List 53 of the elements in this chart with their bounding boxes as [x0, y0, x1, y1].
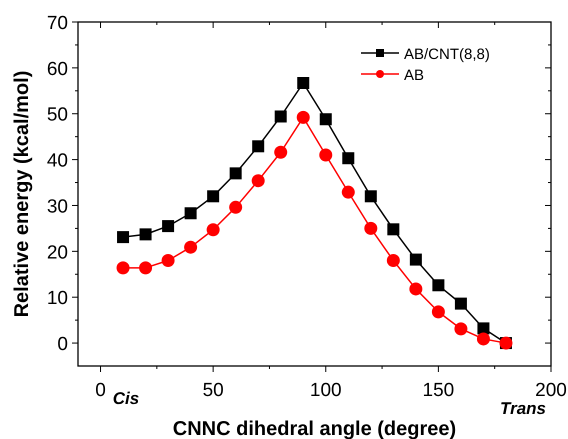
point	[477, 322, 490, 334]
point	[410, 254, 422, 266]
point	[476, 332, 490, 346]
point	[296, 110, 310, 124]
point	[140, 228, 152, 240]
point	[364, 190, 377, 202]
point	[184, 207, 197, 220]
point	[454, 322, 468, 336]
y-tick-label: 20	[46, 242, 68, 264]
y-tick-label: 40	[46, 150, 68, 172]
x-axis-title: CNNC dihedral angle (degree)	[172, 418, 456, 439]
x-tick-label: 50	[202, 380, 224, 401]
point	[387, 223, 400, 236]
point	[342, 186, 355, 199]
point	[386, 254, 400, 268]
x-tick-label: 200	[535, 380, 567, 401]
legend-label: AB	[404, 67, 424, 84]
point	[139, 261, 152, 274]
point	[162, 254, 175, 268]
point	[297, 77, 310, 90]
y-tick-label: 30	[46, 196, 68, 218]
point	[230, 167, 242, 180]
point	[207, 190, 220, 202]
y-tick-label: 50	[46, 104, 68, 126]
y-tick-label: 0	[57, 334, 68, 356]
point	[364, 222, 378, 235]
point	[162, 220, 174, 232]
legend-label: AB/CNT(8,8)	[404, 46, 490, 63]
x-tick-label: 0	[95, 380, 106, 401]
y-tick-label: 60	[46, 58, 68, 80]
point	[342, 152, 354, 164]
y-tick-label: 10	[46, 288, 68, 310]
text: Trans	[500, 399, 546, 418]
point	[252, 140, 264, 152]
point	[274, 146, 288, 159]
point	[454, 298, 467, 310]
point	[274, 110, 287, 122]
point	[229, 200, 242, 214]
x-tick-label: 150	[422, 380, 454, 401]
point	[320, 113, 332, 126]
point	[432, 305, 445, 318]
point	[319, 148, 332, 162]
point	[117, 231, 130, 244]
point	[184, 240, 198, 254]
text: Cis	[112, 389, 140, 408]
point	[206, 223, 220, 236]
y-tick-label: 70	[46, 13, 68, 34]
point	[432, 279, 444, 292]
point	[409, 282, 422, 296]
y-axis-title: Relative energy (kcal/mol)	[11, 70, 33, 318]
point	[116, 261, 130, 274]
x-tick-label: 100	[310, 380, 342, 401]
point	[252, 174, 265, 188]
